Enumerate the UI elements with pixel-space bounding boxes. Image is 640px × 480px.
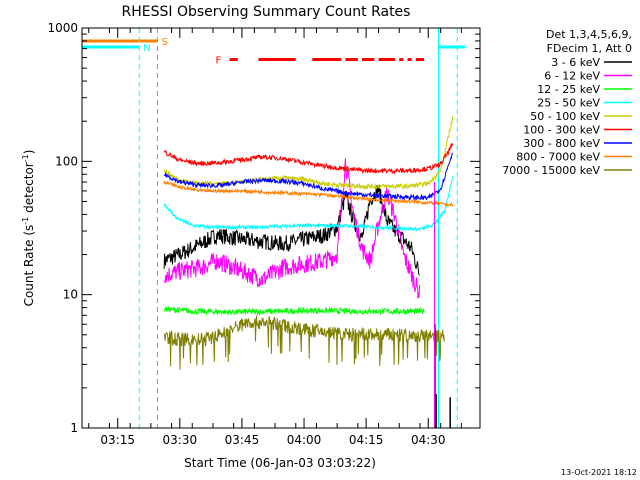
legend-item-label: 6 - 12 keV xyxy=(544,70,600,83)
x-axis-label: Start Time (06-Jan-03 03:03:22) xyxy=(184,456,376,470)
legend-item-label: 800 - 7000 keV xyxy=(516,151,600,164)
annotation-n-label: N xyxy=(143,43,150,54)
legend-item-label: 3 - 6 keV xyxy=(551,56,600,69)
y-axis-label-part3: ) xyxy=(22,150,36,155)
annotation-s-label: S xyxy=(161,37,167,48)
x-tick-label: 03:30 xyxy=(163,433,198,447)
legend-item-label: 50 - 100 keV xyxy=(530,110,600,123)
annotation-f-label: F xyxy=(216,56,222,67)
series-line xyxy=(163,158,420,299)
series-line xyxy=(163,152,453,202)
legend-item-label: 12 - 25 keV xyxy=(537,83,600,96)
x-tick-label: 04:00 xyxy=(287,433,322,447)
series-line xyxy=(163,305,425,316)
series-line xyxy=(163,184,420,276)
legend-item-label: 300 - 800 keV xyxy=(523,137,600,150)
y-axis-label-part2: detector xyxy=(22,162,36,217)
legend-item-label: 100 - 300 keV xyxy=(523,124,600,137)
axes: 1 10 100 1000 03:15 03:30 03:45 04:00 04:15 04:30 xyxy=(47,21,481,447)
y-axis-label-sup1: -1 xyxy=(21,217,30,225)
legend-item-label: 7000 - 15000 keV xyxy=(502,164,600,177)
y-axis-label-part1: Count Rate (s xyxy=(22,225,36,307)
plot-area: SN F xyxy=(82,28,465,428)
y-axis-label-sup2: -1 xyxy=(21,154,30,162)
y-tick-label: 1000 xyxy=(47,21,78,35)
x-tick-label: 03:45 xyxy=(225,433,260,447)
x-tick-label: 04:15 xyxy=(349,433,384,447)
chart-title: RHESSI Observing Summary Count Rates xyxy=(122,4,411,20)
series-line xyxy=(163,142,454,175)
legend-header-line-2: FDecim 1, Att 0 xyxy=(547,42,632,55)
generation-timestamp: 13-Oct-2021 18:12 xyxy=(561,468,637,477)
x-tick-label: 03:15 xyxy=(100,433,135,447)
y-tick-label: 1 xyxy=(70,421,78,435)
series-line xyxy=(163,176,454,233)
plot-frame xyxy=(81,27,481,429)
legend-header-line-1: Det 1,3,4,5,6,9, xyxy=(546,28,632,41)
legend: Det 1,3,4,5,6,9, FDecim 1, Att 0 3 - 6 k… xyxy=(502,28,632,177)
legend-item-label: 25 - 50 keV xyxy=(537,97,600,110)
series-line xyxy=(163,315,445,370)
y-axis-label: Count Rate (s-1 detector-1) xyxy=(21,150,36,307)
y-tick-label: 100 xyxy=(55,154,78,168)
y-tick-label: 10 xyxy=(63,288,78,302)
series-line xyxy=(163,180,454,208)
x-tick-label: 04:30 xyxy=(411,433,446,447)
